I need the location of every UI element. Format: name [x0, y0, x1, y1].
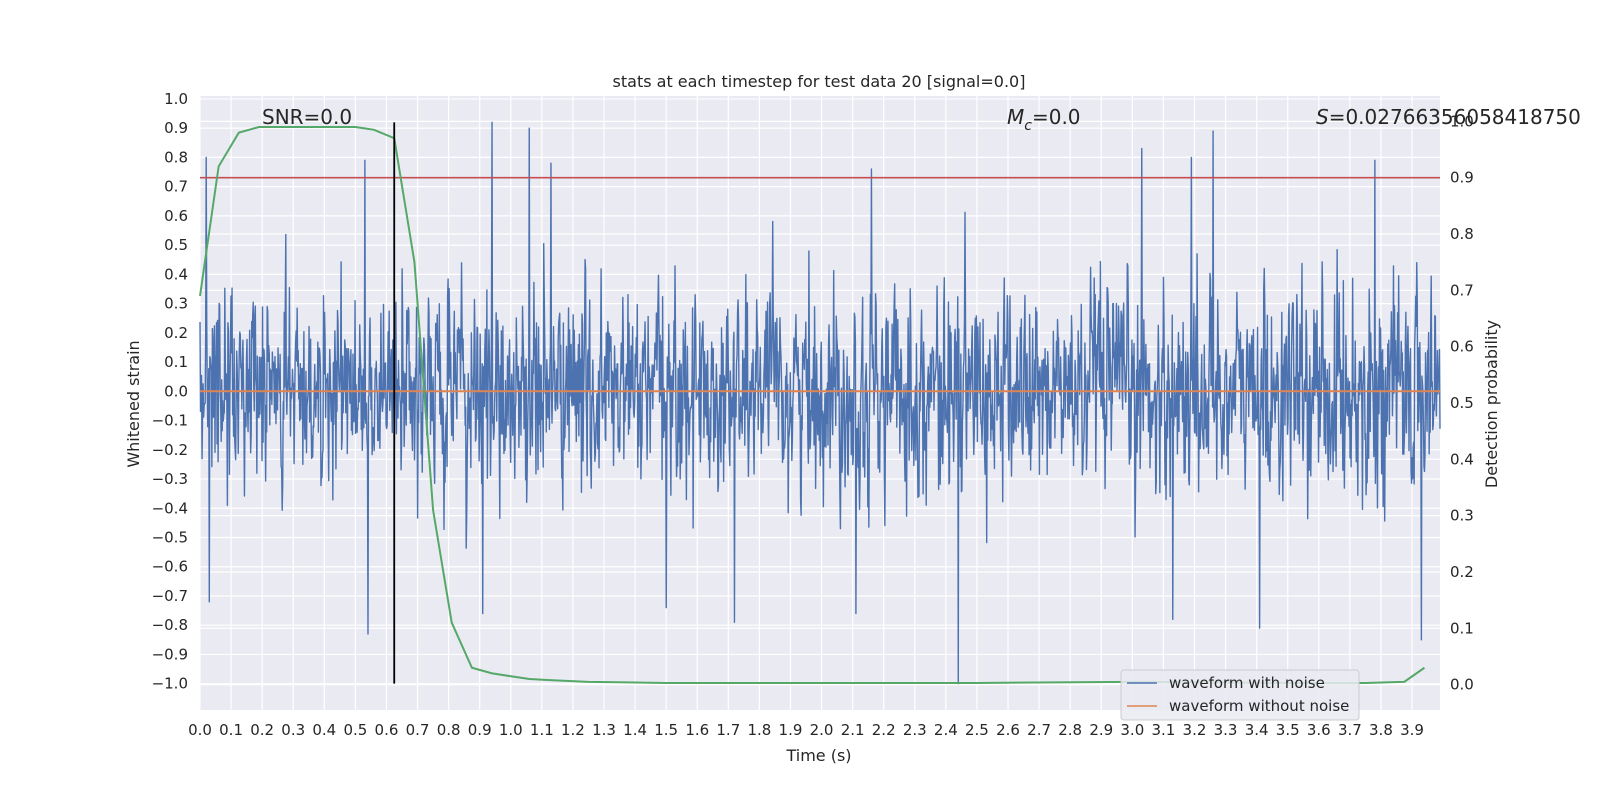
y2-tick-label: 0.9: [1450, 169, 1474, 187]
y-tick-label: −0.3: [152, 470, 188, 488]
y-tick-label: −1.0: [152, 675, 188, 693]
x-tick-label: 2.3: [903, 721, 927, 739]
x-tick-label: 0.5: [343, 721, 367, 739]
legend: waveform with noise waveform without noi…: [1120, 669, 1360, 721]
snr-annotation: SNR=0.0: [262, 105, 352, 129]
y-tick-label: 0.7: [164, 178, 188, 196]
y2-tick-label: 0.8: [1450, 225, 1474, 243]
y2-tick-label: 0.6: [1450, 338, 1474, 356]
y-tick-label: 0.0: [164, 382, 188, 400]
x-tick-label: 2.2: [872, 721, 896, 739]
y-tick-label: −0.8: [152, 616, 188, 634]
x-tick-label: 0.6: [375, 721, 399, 739]
x-tick-label: 1.5: [654, 721, 678, 739]
y2-tick-label: 1.0: [1450, 112, 1474, 130]
legend-label-clean: waveform without noise: [1169, 697, 1349, 715]
legend-label-noise: waveform with noise: [1169, 674, 1325, 692]
x-tick-label: 2.0: [810, 721, 834, 739]
y-tick-label: −0.4: [152, 499, 188, 517]
chart-title: stats at each timestep for test data 20 …: [613, 72, 1026, 91]
x-tick-label: 1.8: [747, 721, 771, 739]
x-tick-label: 0.0: [188, 721, 212, 739]
x-tick-label: 3.8: [1369, 721, 1393, 739]
x-tick-label: 3.6: [1307, 721, 1331, 739]
series-layer: [199, 121, 1441, 685]
x-tick-label: 1.7: [716, 721, 740, 739]
x-tick-label: 1.1: [530, 721, 554, 739]
y-tick-label: −0.7: [152, 587, 188, 605]
y-tick-label: 0.9: [164, 119, 188, 137]
x-tick-label: 1.6: [685, 721, 709, 739]
x-tick-label: 0.1: [219, 721, 243, 739]
x-tick-label: 3.1: [1151, 721, 1175, 739]
y2-tick-label: 0.7: [1450, 281, 1474, 299]
x-tick-label: 3.3: [1214, 721, 1238, 739]
y2-tick-label: 0.4: [1450, 450, 1474, 468]
s-annotation: S=0.02766356058418750: [1316, 105, 1581, 129]
x-tick-label: 1.9: [779, 721, 803, 739]
y-tick-label: 0.3: [164, 295, 188, 313]
x-tick-label: 3.5: [1276, 721, 1300, 739]
x-tick-label: 1.2: [561, 721, 585, 739]
x-tick-label: 0.9: [468, 721, 492, 739]
y-tick-label: −0.5: [152, 528, 188, 546]
y2-tick-label: 0.3: [1450, 507, 1474, 525]
y-tick-label: 0.8: [164, 148, 188, 166]
y-tick-label: −0.2: [152, 441, 188, 459]
x-tick-label: 0.3: [281, 721, 305, 739]
x-tick-label: 3.7: [1338, 721, 1362, 739]
x-tick-label: 1.3: [592, 721, 616, 739]
x-tick-label: 2.8: [1058, 721, 1082, 739]
series-waveform-with-noise: [199, 121, 1441, 685]
y2-tick-label: 0.5: [1450, 394, 1474, 412]
x-tick-label: 1.4: [623, 721, 647, 739]
series-detection-probability: [199, 125, 1426, 684]
x-tick-label: 0.2: [250, 721, 274, 739]
x-tick-label: 2.6: [996, 721, 1020, 739]
mc-annotation: Mc=0.0: [1007, 105, 1081, 134]
y-tick-label: −0.6: [152, 558, 188, 576]
y2-axis-label: Detection probability: [1482, 320, 1501, 488]
y-tick-label: 0.5: [164, 236, 188, 254]
y-tick-label: 0.1: [164, 353, 188, 371]
x-tick-label: 2.1: [841, 721, 865, 739]
axes-layer: 0.0 0.1 0.2 0.3 0.4 0.5 0.6 0.7 0.8 0.9 1.0 1.1 1.2 1…: [152, 90, 1474, 739]
x-tick-label: 3.9: [1400, 721, 1424, 739]
x-tick-label: 3.0: [1120, 721, 1144, 739]
x-tick-label: 2.5: [965, 721, 989, 739]
y-tick-label: −0.1: [152, 412, 188, 430]
y-tick-label: −0.9: [152, 645, 188, 663]
x-tick-label: 0.4: [312, 721, 336, 739]
x-tick-label: 1.0: [499, 721, 523, 739]
x-tick-label: 2.4: [934, 721, 958, 739]
y-axis-label: Whitened strain: [124, 340, 143, 467]
x-tick-label: 3.2: [1183, 721, 1207, 739]
x-axis-label: Time (s): [785, 746, 851, 765]
x-tick-label: 2.9: [1089, 721, 1113, 739]
x-tick-label: 3.4: [1245, 721, 1269, 739]
legend-box: [1120, 669, 1360, 721]
y2-tick-label: 0.1: [1450, 619, 1474, 637]
y-tick-label: 0.4: [164, 265, 188, 283]
y2-tick-label: 0.2: [1450, 563, 1474, 581]
y2-tick-label: 0.0: [1450, 676, 1474, 694]
x-tick-label: 0.8: [437, 721, 461, 739]
x-tick-label: 0.7: [406, 721, 430, 739]
y-tick-label: 0.2: [164, 324, 188, 342]
y-tick-label: 1.0: [164, 90, 188, 108]
x-tick-label: 2.7: [1027, 721, 1051, 739]
y-tick-label: 0.6: [164, 207, 188, 225]
